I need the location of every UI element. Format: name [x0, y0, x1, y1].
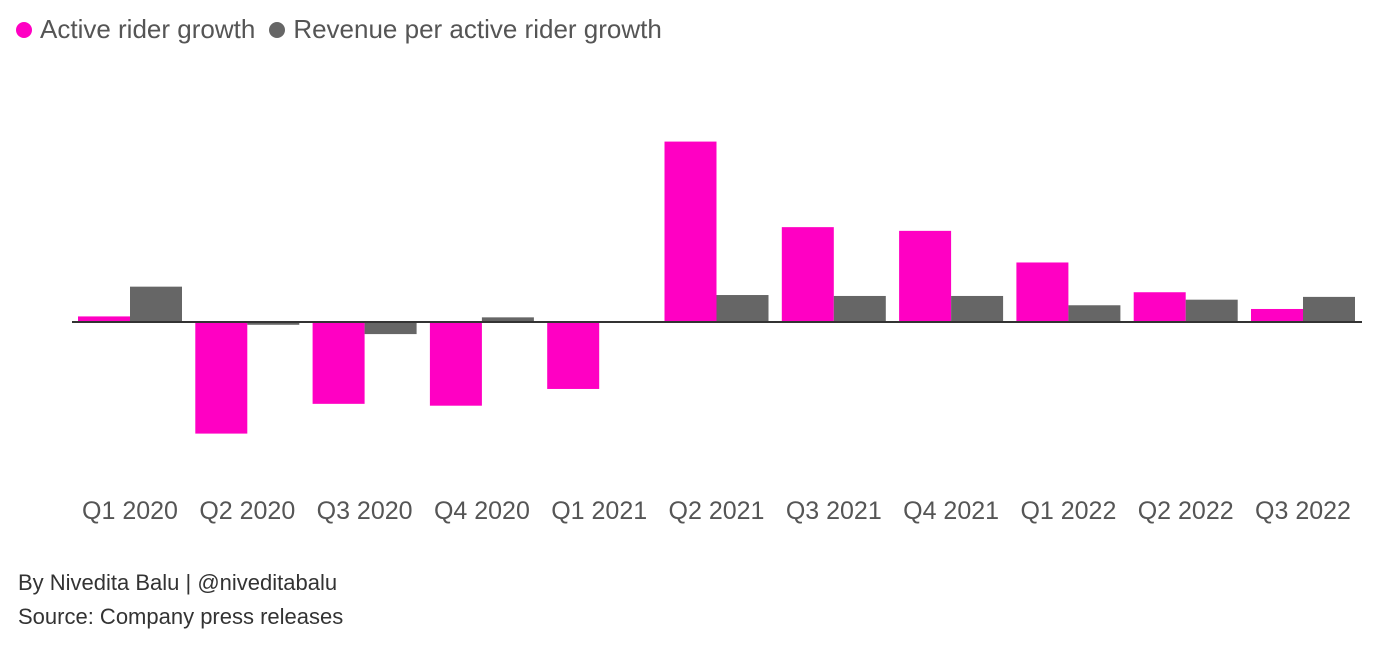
x-tick-label: Q2 2022 — [1138, 497, 1234, 525]
bar-active-rider-q2-2021 — [664, 141, 717, 322]
x-tick-label: Q4 2021 — [903, 497, 999, 525]
bar-active-rider-q1-2022 — [1016, 262, 1069, 322]
bar-revenue-per-rider-q3-2021 — [833, 295, 886, 322]
bar-revenue-per-rider-q1-2020 — [130, 286, 182, 322]
bar-revenue-per-rider-q4-2021 — [951, 295, 1004, 322]
bar-revenue-per-rider-q4-2020 — [481, 317, 534, 322]
x-tick-label: Q4 2020 — [434, 497, 530, 525]
bar-active-rider-q1-2020 — [78, 316, 130, 322]
x-tick-label: Q2 2021 — [669, 497, 765, 525]
legend-item-revenue: Revenue per active rider growth — [269, 14, 662, 45]
bar-active-rider-q1-2021 — [547, 322, 600, 389]
x-tick-label: Q1 2020 — [82, 497, 178, 525]
x-tick-label: Q1 2021 — [551, 497, 647, 525]
bar-revenue-per-rider-q2-2020 — [247, 322, 300, 325]
bar-revenue-per-rider-q1-2022 — [1068, 305, 1121, 322]
bar-active-rider-q4-2021 — [899, 230, 952, 322]
legend-item-active-rider: Active rider growth — [16, 14, 255, 45]
x-tick-label: Q2 2020 — [199, 497, 295, 525]
bar-active-rider-q3-2022 — [1251, 308, 1303, 322]
byline: By Nivedita Balu | @niveditabalu — [18, 570, 338, 595]
legend-label: Active rider growth — [40, 14, 256, 44]
bar-revenue-per-rider-q3-2020 — [364, 322, 417, 335]
x-tick-label: Q1 2022 — [1020, 497, 1116, 525]
x-tick-label: Q3 2021 — [786, 497, 882, 525]
bar-active-rider-q4-2020 — [429, 322, 482, 406]
bar-active-rider-q3-2020 — [312, 322, 365, 404]
legend: Active rider growth Revenue per active r… — [16, 14, 676, 45]
bar-revenue-per-rider-q2-2021 — [716, 295, 769, 322]
bar-revenue-per-rider-q2-2022 — [1185, 299, 1238, 322]
x-tick-label: Q3 2020 — [317, 497, 413, 525]
source-note: Source: Company press releases — [18, 604, 344, 629]
legend-swatch-pink — [16, 21, 32, 38]
legend-swatch-grey — [269, 21, 286, 38]
x-tick-label: Q3 2022 — [1255, 497, 1351, 525]
bar-active-rider-q2-2022 — [1133, 292, 1186, 322]
bar-active-rider-q3-2021 — [781, 227, 834, 322]
legend-label: Revenue per active rider growth — [293, 14, 662, 44]
bar-revenue-per-rider-q3-2022 — [1303, 296, 1355, 322]
bar-active-rider-q2-2020 — [195, 322, 248, 434]
